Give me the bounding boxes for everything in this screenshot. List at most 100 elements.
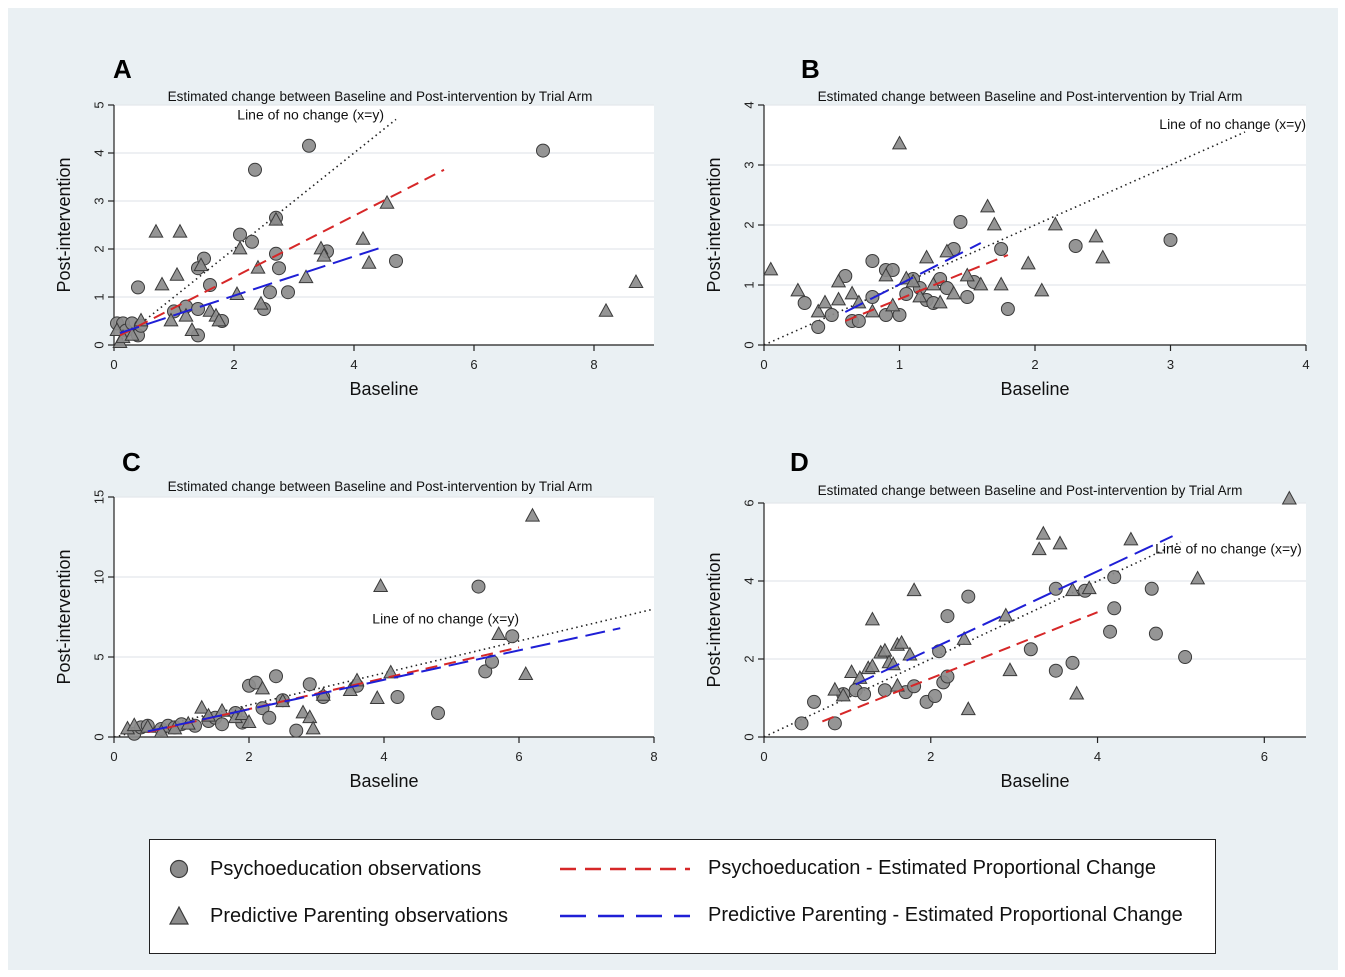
y-tick-label: 1 — [91, 293, 106, 300]
circle-point — [191, 302, 205, 316]
circle-point — [233, 227, 247, 242]
triangle-point — [906, 582, 922, 597]
panel-letter: D — [790, 447, 809, 477]
triangle-point — [1081, 580, 1097, 595]
series-predictive-parenting — [763, 135, 1111, 318]
circle-point — [961, 589, 976, 604]
x-tick-label: 8 — [590, 357, 597, 372]
chart-title: Estimated change between Baseline and Po… — [168, 479, 593, 494]
circle-point — [1163, 233, 1178, 247]
triangle-point — [1123, 531, 1139, 546]
triangle-point — [993, 276, 1009, 291]
triangle-point — [864, 611, 880, 626]
triangle-point — [960, 701, 976, 716]
triangle-point — [295, 704, 311, 719]
panel-c: 0 2 4 6 8 0 5 10 15 Baseline Post-intervention Esti… — [54, 447, 658, 791]
circle-point — [927, 689, 942, 704]
triangle-point — [194, 699, 210, 714]
triangle-point — [305, 720, 321, 735]
circle-point — [215, 717, 229, 732]
circle-point — [471, 579, 486, 594]
line-of-no-change — [113, 118, 397, 346]
x-axis-title: Baseline — [349, 771, 418, 791]
y-tick-label: 6 — [741, 499, 756, 506]
circle-point — [389, 254, 403, 268]
circle-point — [953, 215, 968, 229]
y-tick-label: 1 — [741, 281, 756, 288]
x-tick-label: 6 — [1261, 749, 1268, 764]
y-tick-label: 3 — [91, 197, 106, 204]
triangle-point — [598, 302, 614, 317]
triangle-point — [1069, 685, 1085, 700]
triangle-point — [214, 702, 230, 717]
triangle-point — [830, 291, 847, 306]
circle-point — [960, 290, 975, 304]
panel-b: 0 1 2 3 4 0 1 2 3 4 Baseline Post-intervention Estim… — [704, 54, 1310, 399]
triangle-point — [126, 717, 142, 732]
y-axis-title: Post-intervention — [704, 157, 724, 292]
panel-d: 0 2 4 6 0 2 4 6 Baseline Post-intervention Estimat… — [704, 447, 1306, 791]
circle-point — [1144, 581, 1159, 596]
y-tick-label: 3 — [741, 161, 756, 168]
x-tick-label: 4 — [1302, 357, 1309, 372]
series-psychoeducation — [797, 215, 1178, 334]
y-tick-label: 0 — [91, 341, 106, 348]
triangle-point — [241, 714, 257, 728]
blue-dashed-line-icon — [560, 914, 690, 917]
legend-item-pp-obs: Predictive Parenting observations — [164, 904, 508, 928]
triangle-point — [169, 266, 185, 281]
predictive-parenting-fit-line — [855, 535, 1174, 686]
triangle-point — [524, 507, 541, 522]
circle-point — [940, 669, 955, 684]
panel-a: 0 2 4 6 8 0 1 2 3 4 5 Baseline Post-intervention Esti… — [54, 54, 654, 399]
x-tick-label: 4 — [350, 357, 357, 372]
circle-point — [994, 242, 1009, 256]
y-tick-label: 10 — [91, 570, 106, 584]
y-tick-label: 4 — [741, 577, 756, 584]
series-predictive-parenting — [109, 194, 644, 348]
triangle-point — [864, 658, 880, 673]
x-tick-label: 2 — [230, 357, 237, 372]
circle-point — [505, 629, 520, 644]
triangle-point — [211, 312, 227, 327]
legend-item-psy-line: Psychoeducation - Estimated Proportional… — [560, 857, 1156, 880]
circle-point — [1068, 239, 1083, 253]
x-tick-label: 6 — [470, 357, 477, 372]
triangle-point — [979, 198, 996, 213]
triangle-point — [193, 257, 209, 272]
circle-point — [865, 254, 880, 268]
triangle-point — [302, 709, 318, 724]
legend-item-pp-line: Predictive Parenting - Estimated Proport… — [560, 904, 1183, 927]
triangle-point — [373, 578, 389, 592]
triangle-point — [835, 687, 851, 702]
circle-point — [289, 723, 304, 738]
circle-point — [907, 679, 922, 694]
y-tick-label: 15 — [91, 490, 106, 504]
circle-point — [857, 687, 872, 702]
psychoeducation-fit-line — [119, 168, 445, 337]
circle-point — [281, 285, 295, 300]
circle-point — [824, 308, 839, 322]
circle-point — [1148, 626, 1163, 641]
triangle-point — [885, 297, 901, 312]
triangle-point — [810, 303, 826, 318]
legend-label-psy-line: Psychoeducation - Estimated Proportional… — [708, 857, 1157, 879]
circle-point — [390, 690, 405, 704]
circle-point — [248, 162, 262, 177]
triangle-point — [1088, 228, 1104, 243]
circle-point — [536, 143, 550, 158]
x-tick-label: 3 — [1167, 357, 1174, 372]
circle-point — [263, 285, 277, 300]
circle-point — [794, 716, 809, 731]
y-tick-label: 5 — [91, 101, 106, 108]
y-tick-label: 0 — [91, 733, 106, 740]
line-of-no-change-label: Line of no change (x=y) — [1155, 541, 1302, 557]
y-axis-title: Post-intervention — [704, 552, 724, 687]
triangle-point — [1020, 255, 1036, 270]
y-axis-title: Post-intervention — [54, 549, 74, 684]
y-tick-label: 4 — [741, 101, 756, 108]
triangle-point — [763, 261, 779, 276]
x-tick-label: 4 — [380, 749, 387, 764]
triangle-point — [316, 247, 332, 262]
triangle-point — [268, 211, 284, 226]
